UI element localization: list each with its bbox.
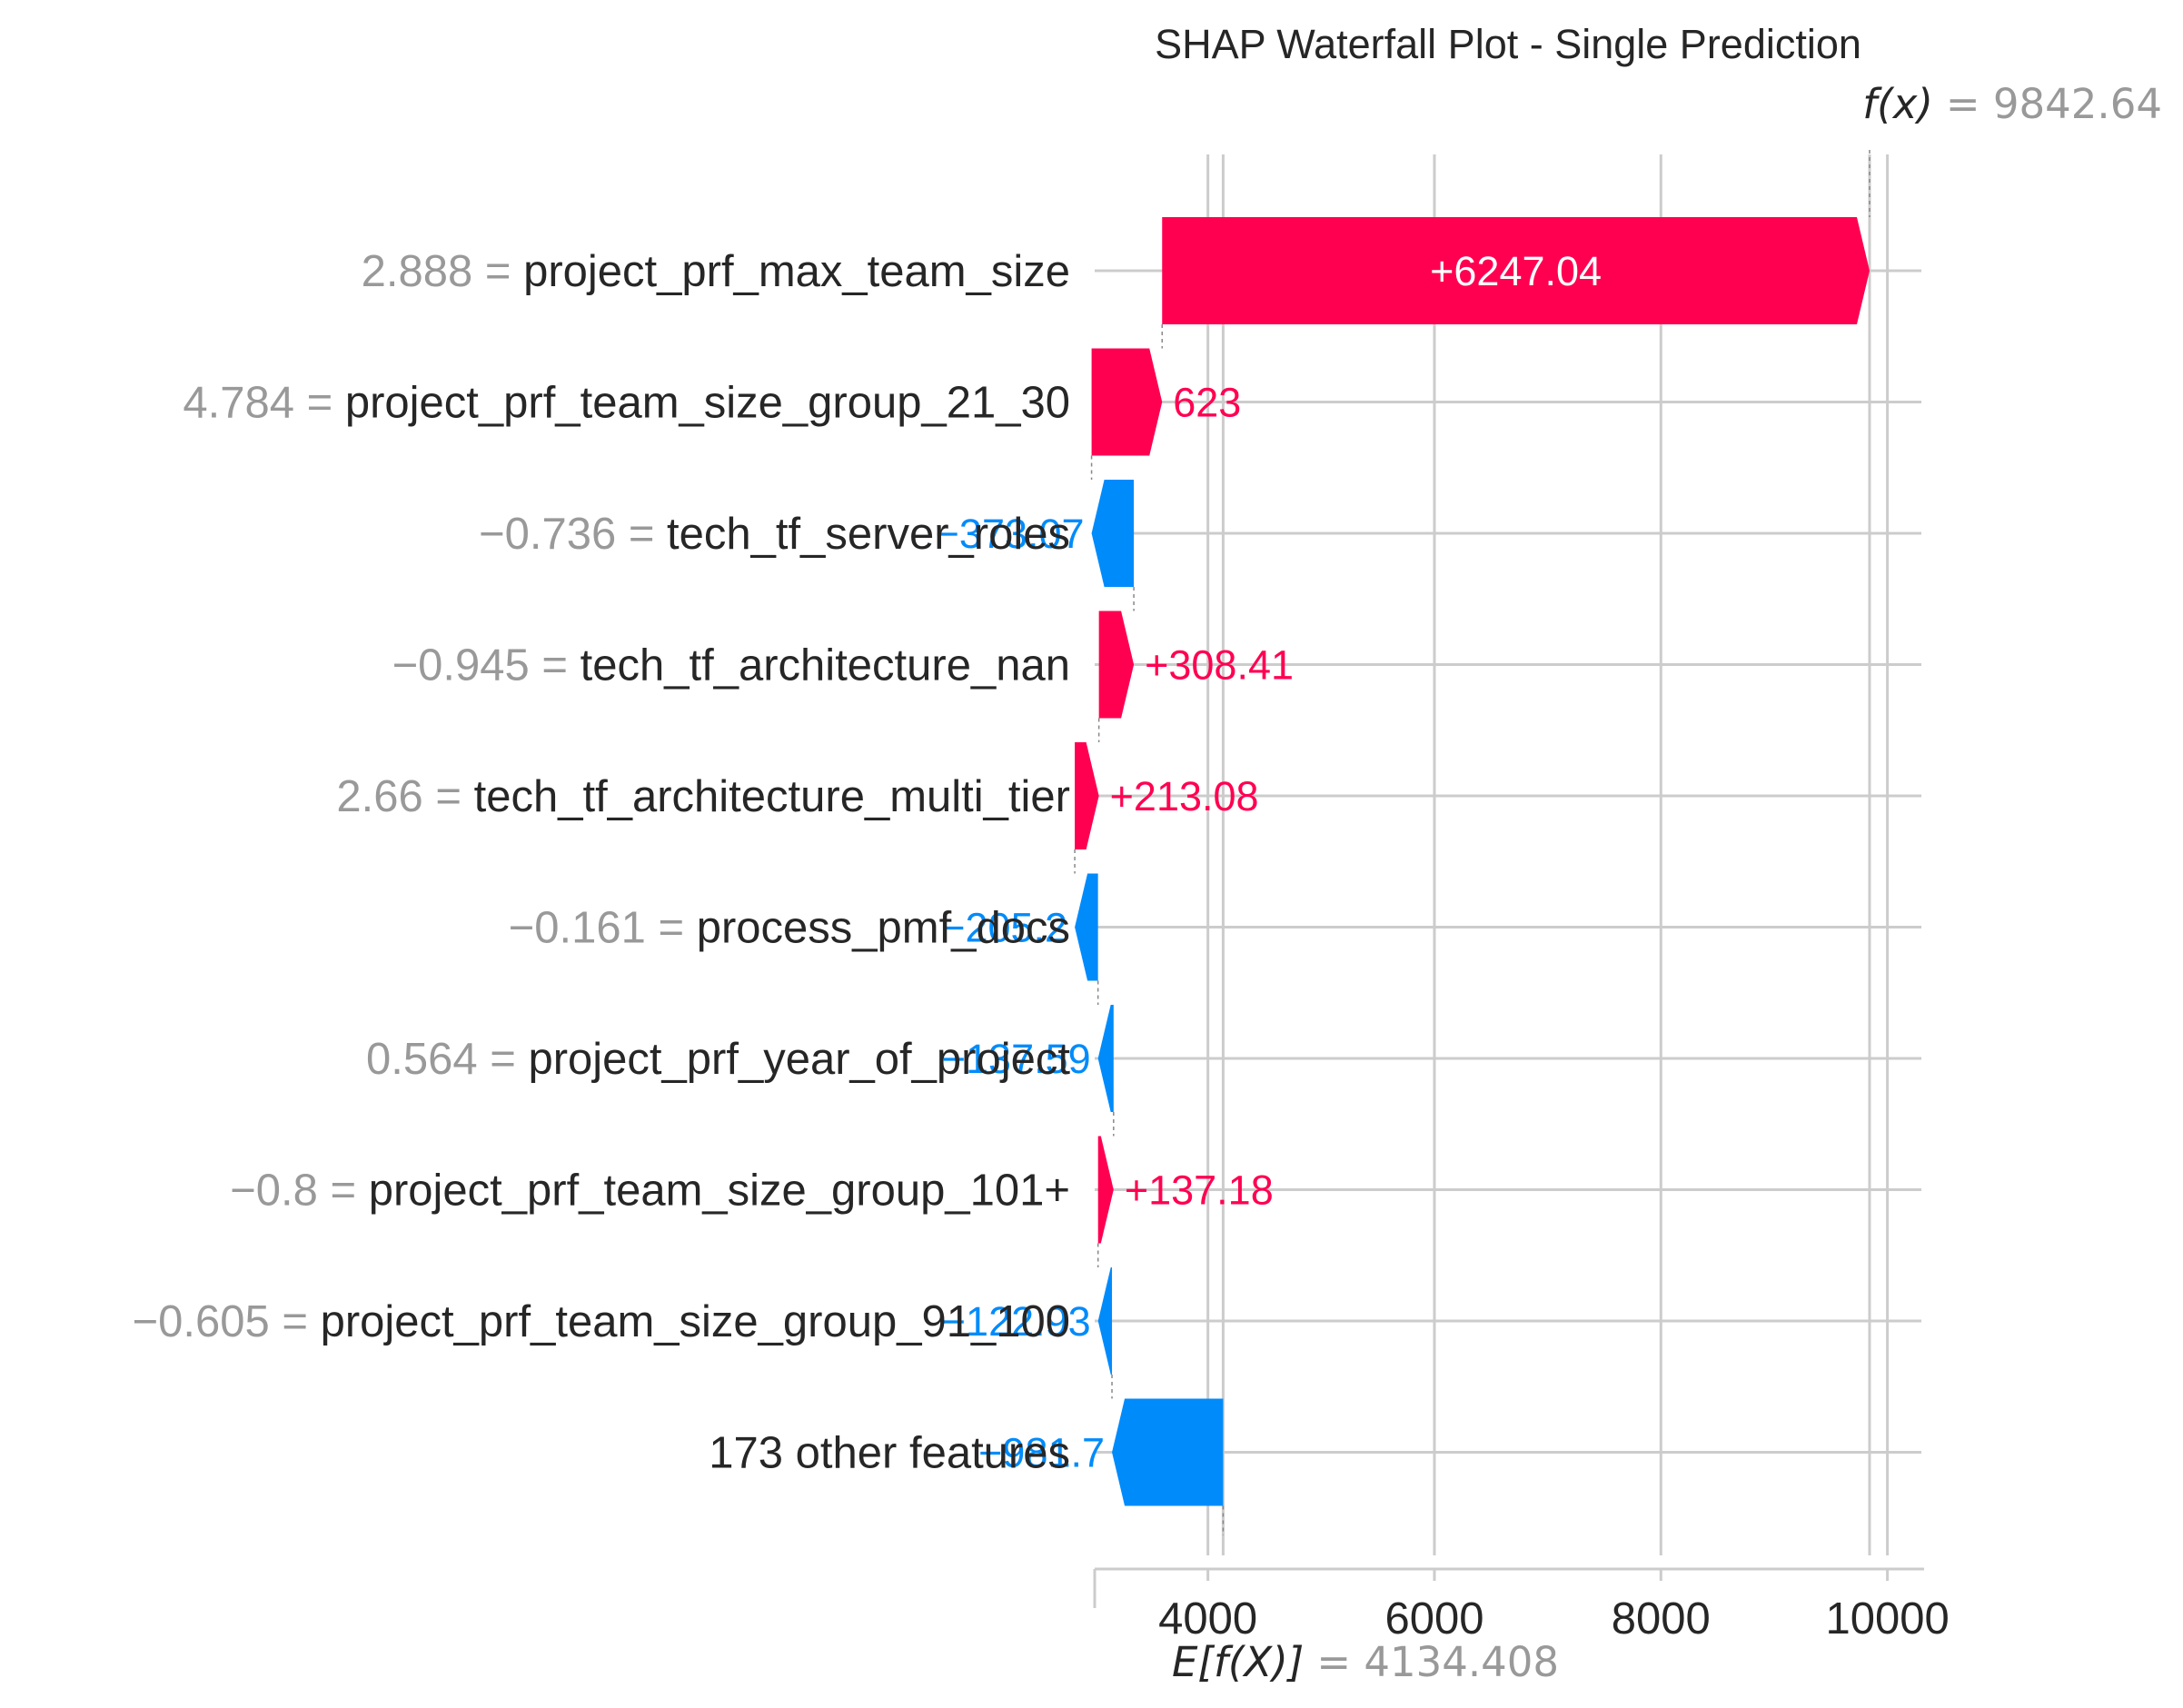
bar-project_prf_year_of_project xyxy=(1097,1005,1114,1112)
x-tick-label: 6000 xyxy=(1384,1594,1483,1643)
bar-173 other features xyxy=(1112,1398,1224,1506)
bar-value-label: −373.07 xyxy=(936,511,1085,557)
bar-project_prf_team_size_group_101+ xyxy=(1097,1136,1114,1244)
feature-name: project_prf_year_of_project xyxy=(528,1035,1070,1084)
feature-label: 173 other features xyxy=(709,1429,1070,1478)
base-value-annotation: E[f(X)] = 4134.408 xyxy=(1172,1638,1559,1686)
bar-process_pmf_docs xyxy=(1075,873,1098,981)
final-value-text: = 9842.64 xyxy=(1946,80,2162,128)
final-value-label: f(x) xyxy=(1862,80,1933,128)
bar-project_prf_team_size_group_91_100 xyxy=(1097,1267,1113,1375)
chart-title: SHAP Waterfall Plot - Single Prediction xyxy=(1155,21,1861,67)
feature-name: tech_tf_server_roles xyxy=(667,510,1070,559)
feature-value: −0.945 = xyxy=(392,641,580,690)
feature-value: −0.736 = xyxy=(479,510,667,559)
bar-project_prf_max_team_size xyxy=(1162,217,1870,324)
feature-value: −0.605 = xyxy=(133,1297,321,1346)
bar-value-label: +137.18 xyxy=(1125,1167,1274,1214)
feature-name: tech_tf_architecture_nan xyxy=(580,641,1070,690)
feature-value: 4.784 = xyxy=(183,379,344,428)
feature-name: project_prf_team_size_group_91_100 xyxy=(321,1297,1070,1346)
feature-label: −0.161 = process_pmf_docs xyxy=(509,904,1070,953)
grid-lines xyxy=(1095,154,1921,1555)
bar-value-label: −205.2 xyxy=(941,905,1067,951)
feature-value: 2.66 = xyxy=(336,772,473,821)
feature-label: 4.784 = project_prf_team_size_group_21_3… xyxy=(183,379,1070,428)
bar-value-label: −137.59 xyxy=(942,1036,1091,1082)
feature-labels: 2.888 = project_prf_max_team_size 4.784 =… xyxy=(133,247,1071,1478)
bar-value-label: +6247.04 xyxy=(1430,248,1602,294)
x-tick-label: 4000 xyxy=(1158,1594,1257,1643)
feature-value: 0.564 = xyxy=(366,1035,528,1084)
feature-label: 2.66 = tech_tf_architecture_multi_tier xyxy=(336,772,1070,821)
feature-name: project_prf_team_size_group_101+ xyxy=(369,1167,1070,1216)
bar-tech_tf_architecture_multi_tier xyxy=(1075,742,1099,849)
feature-value: 2.888 = xyxy=(362,247,523,296)
feature-value: −0.8 = xyxy=(230,1167,369,1216)
feature-name: 173 other features xyxy=(709,1429,1070,1478)
bar-value-label: −122.93 xyxy=(942,1298,1091,1345)
feature-name: project_prf_max_team_size xyxy=(523,247,1070,296)
x-axis: 4000 6000 8000 10000 xyxy=(1093,1567,1950,1643)
feature-label: −0.945 = tech_tf_architecture_nan xyxy=(392,641,1070,690)
feature-label: −0.605 = project_prf_team_size_group_91_… xyxy=(133,1297,1071,1346)
base-value-label: E[f(X)] xyxy=(1172,1638,1304,1686)
bar-tech_tf_server_roles xyxy=(1091,480,1135,587)
bar-value-label: −981.7 xyxy=(978,1430,1105,1476)
bar-value-label: +308.41 xyxy=(1145,642,1294,689)
base-value-text: = 4134.408 xyxy=(1316,1638,1559,1686)
feature-label: 0.564 = project_prf_year_of_project xyxy=(366,1035,1070,1084)
bar-project_prf_team_size_group_21_30 xyxy=(1091,348,1163,456)
x-tick-label: 10000 xyxy=(1825,1594,1949,1643)
final-value-annotation: f(x) = 9842.64 xyxy=(1862,80,2162,128)
bar-value-label: +213.08 xyxy=(1110,773,1259,819)
feature-value: −0.161 = xyxy=(509,904,697,953)
bars: +6247.04 623 −373.07 +308.41 +213.08 −205.2 −1… xyxy=(936,217,1870,1506)
feature-name: process_pmf_docs xyxy=(697,904,1070,953)
feature-label: 2.888 = project_prf_max_team_size xyxy=(362,247,1070,296)
feature-name: project_prf_team_size_group_21_30 xyxy=(345,379,1070,428)
x-tick-label: 8000 xyxy=(1612,1594,1711,1643)
bar-tech_tf_architecture_nan xyxy=(1098,611,1135,719)
feature-label: −0.8 = project_prf_team_size_group_101+ xyxy=(230,1167,1070,1216)
connector-lines xyxy=(1074,150,1870,1535)
bar-value-label: 623 xyxy=(1173,380,1241,426)
feature-label: −0.736 = tech_tf_server_roles xyxy=(479,510,1070,559)
feature-name: tech_tf_architecture_multi_tier xyxy=(474,772,1070,821)
